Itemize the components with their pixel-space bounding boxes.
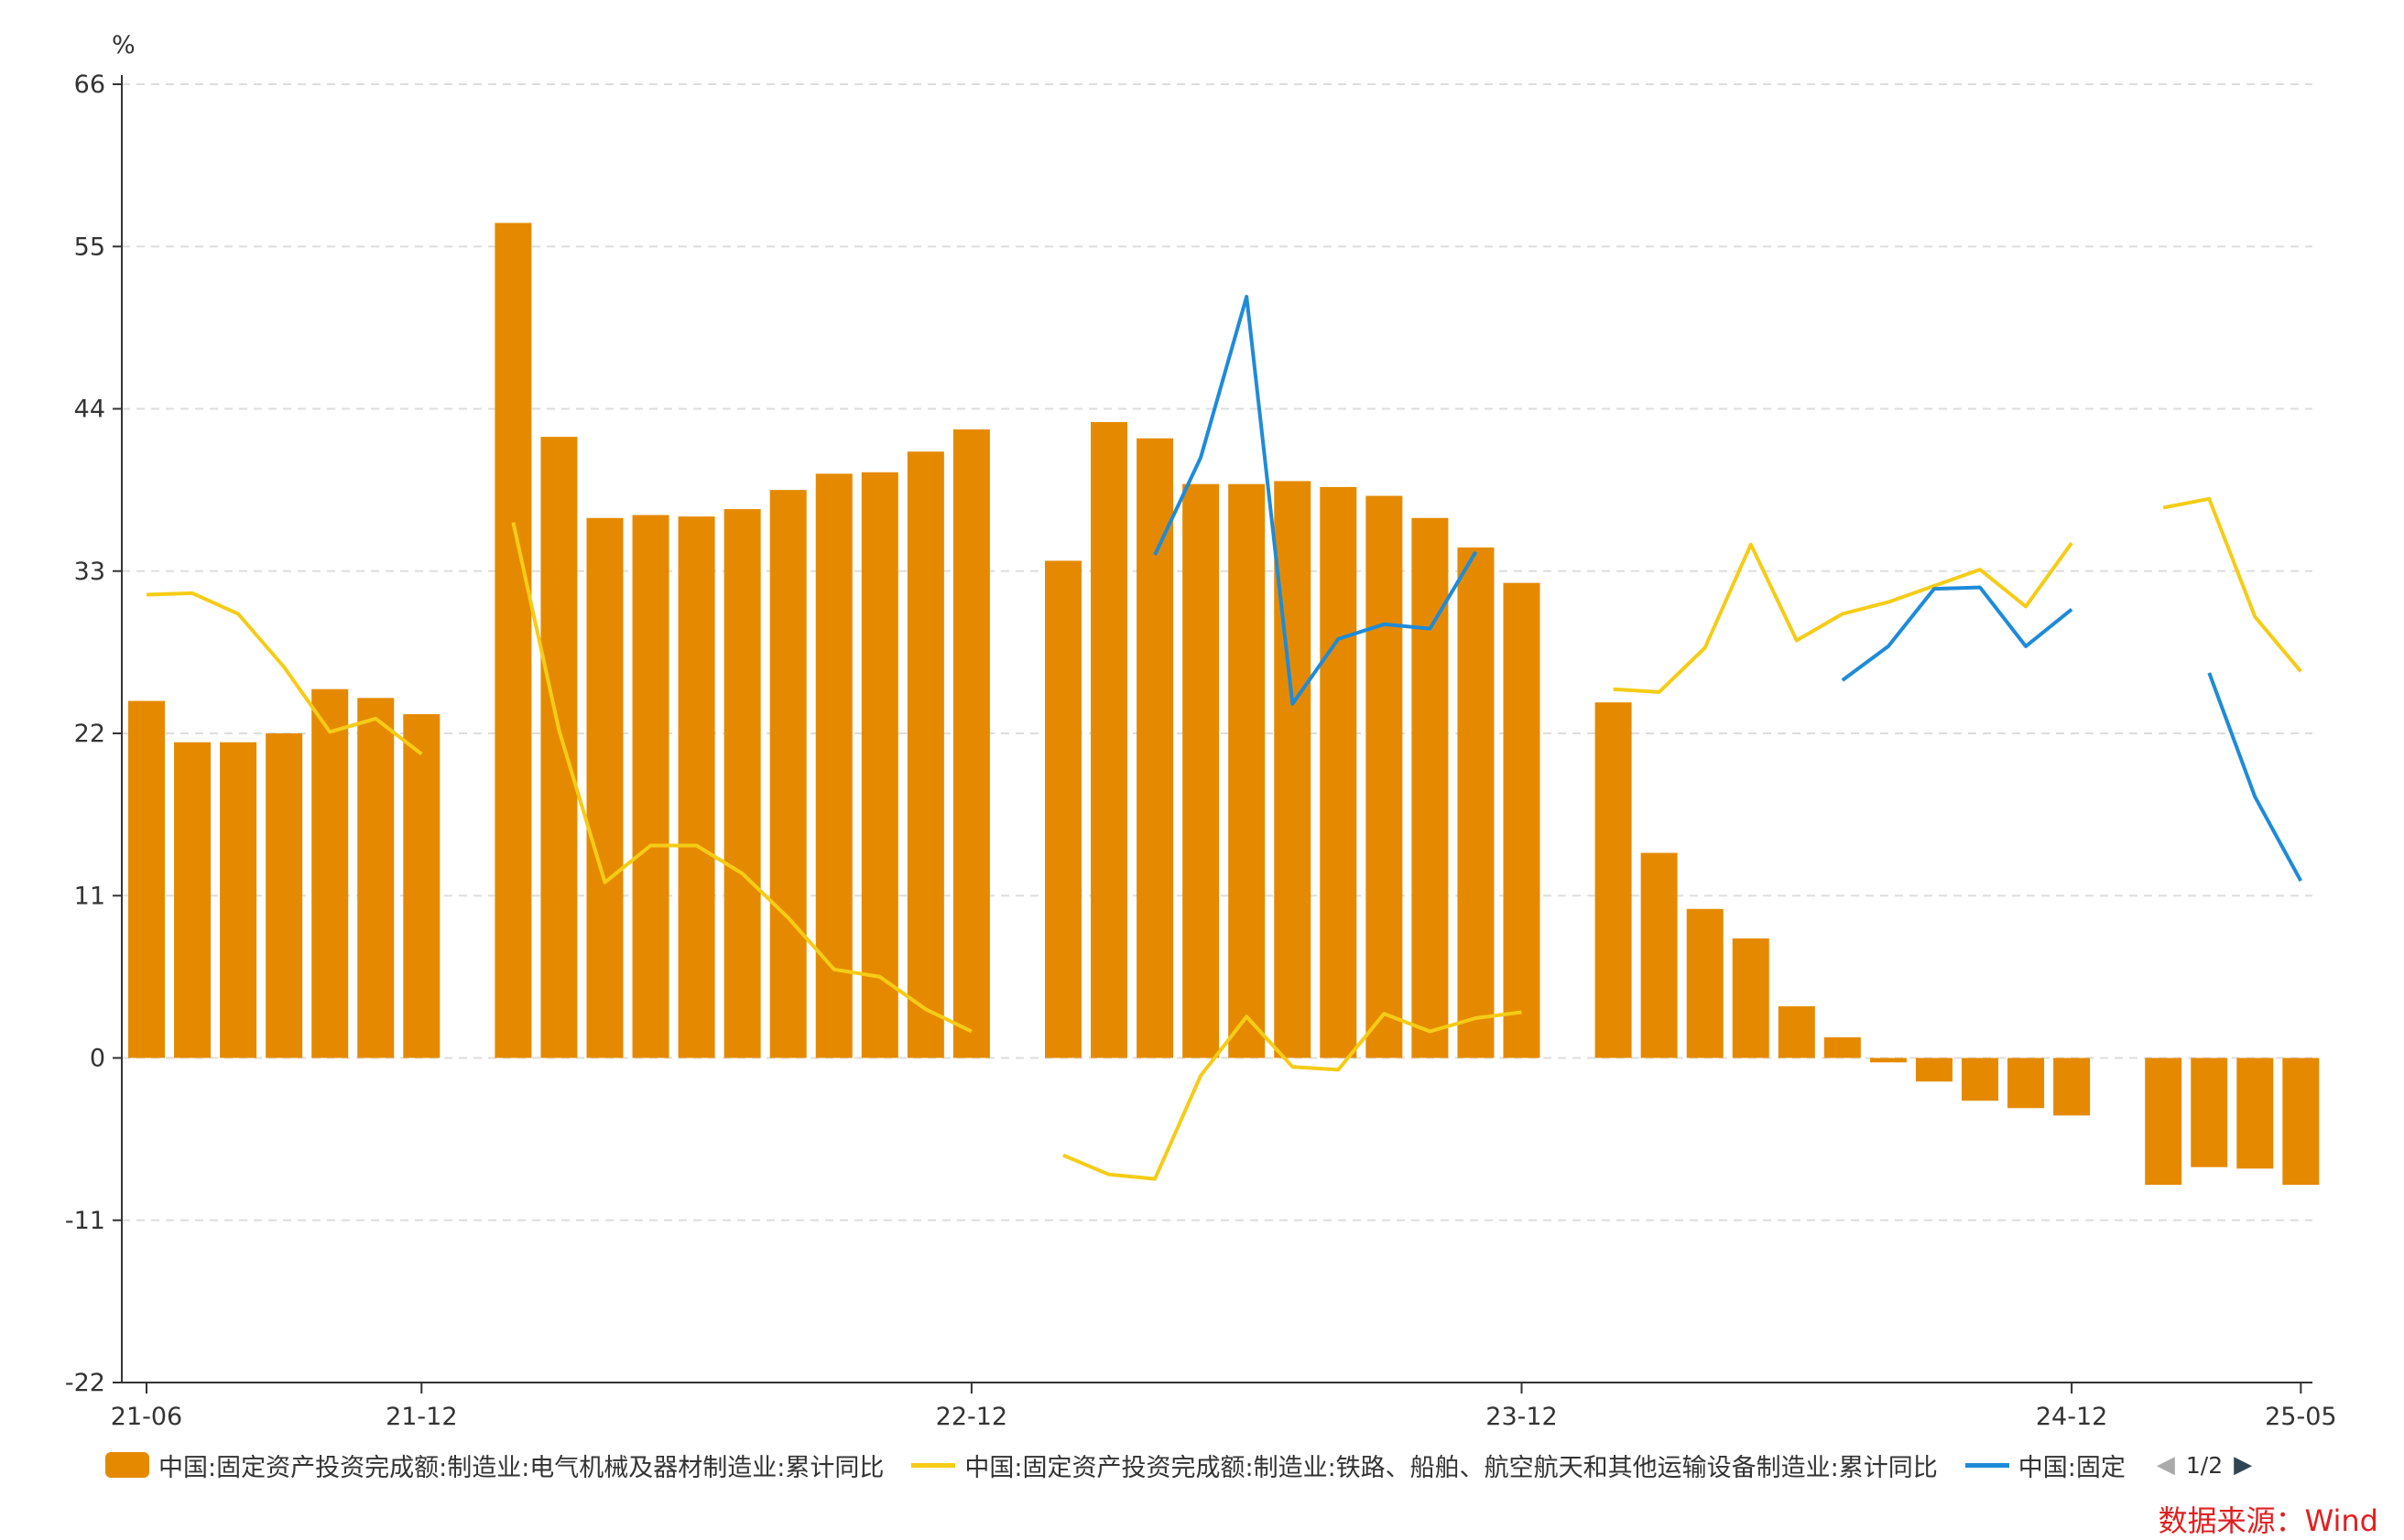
bar xyxy=(1228,483,1266,1058)
y-tick-label: 22 xyxy=(74,720,105,748)
bar xyxy=(2236,1057,2274,1169)
bar xyxy=(128,700,165,1058)
x-tick-label: 22-12 xyxy=(936,1403,1007,1431)
bar xyxy=(1365,495,1403,1058)
bar xyxy=(1640,852,1678,1058)
legend-item-electrical-machinery[interactable]: 中国:固定资产投资完成额:制造业:电气机械及器材制造业:累计同比 xyxy=(105,1448,884,1483)
bar xyxy=(1962,1057,1998,1101)
bar xyxy=(1320,486,1357,1058)
y-tick-label: -22 xyxy=(65,1369,105,1397)
x-tick-label: 25-05 xyxy=(2265,1403,2336,1431)
bar xyxy=(403,714,441,1058)
page-indicator: 1/2 xyxy=(2185,1451,2224,1479)
legend-item-transport-equipment[interactable]: 中国:固定资产投资完成额:制造业:铁路、船舶、航空航天和其他运输设备制造业:累计… xyxy=(911,1448,1938,1483)
bar xyxy=(1686,908,1724,1058)
y-tick-label: 55 xyxy=(74,233,105,261)
bar xyxy=(723,509,761,1058)
x-tick-label: 21-12 xyxy=(386,1403,457,1431)
bar xyxy=(952,429,990,1058)
legend-line-swatch xyxy=(911,1462,956,1468)
legend-bar-swatch xyxy=(105,1452,149,1478)
bar xyxy=(311,689,349,1058)
series-line xyxy=(1062,1010,1522,1181)
bar xyxy=(632,515,669,1058)
legend-item-third-series[interactable]: 中国:固定 xyxy=(1964,1448,2126,1483)
bar xyxy=(1594,702,1632,1058)
x-tick-label: 21-06 xyxy=(111,1403,182,1431)
bar xyxy=(1045,560,1082,1058)
x-tick-label: 23-12 xyxy=(1485,1403,1557,1431)
y-tick-label: -11 xyxy=(65,1207,105,1235)
bar xyxy=(357,698,395,1058)
series-line xyxy=(146,591,423,756)
legend: 中国:固定资产投资完成额:制造业:电气机械及器材制造业:累计同比 中国:固定资产… xyxy=(105,1445,2252,1485)
bar xyxy=(495,222,532,1058)
legend-label: 中国:固定资产投资完成额:制造业:电气机械及器材制造业:累计同比 xyxy=(158,1453,885,1482)
bar xyxy=(1503,582,1540,1058)
bar xyxy=(1137,438,1174,1058)
bar xyxy=(2053,1057,2091,1116)
series-line xyxy=(2162,496,2302,673)
y-tick-label: 44 xyxy=(74,396,105,424)
bar xyxy=(540,437,578,1058)
bar xyxy=(220,742,257,1058)
bar xyxy=(1411,517,1449,1058)
data-source-note: 数据来源：Wind xyxy=(2158,1503,2378,1538)
legend-label: 中国:固定资产投资完成额:制造业:铁路、船舶、航空航天和其他运输设备制造业:累计… xyxy=(964,1453,1938,1482)
bar xyxy=(2191,1057,2228,1167)
series-line xyxy=(1841,585,2073,682)
bar xyxy=(1915,1057,1953,1082)
y-tick-label: 0 xyxy=(90,1045,105,1073)
bar xyxy=(1182,483,1220,1058)
legend-pager: ◀ 1/2 ▶ xyxy=(2157,1452,2252,1479)
bar xyxy=(266,733,303,1058)
bar xyxy=(1732,938,1769,1058)
bar xyxy=(1823,1036,1861,1058)
bar xyxy=(1457,547,1495,1058)
bar xyxy=(861,472,898,1058)
series-line xyxy=(1613,541,2073,694)
legend-line-swatch xyxy=(1964,1462,2009,1468)
next-page-icon[interactable]: ▶ xyxy=(2234,1451,2253,1479)
bar xyxy=(2007,1057,2045,1109)
x-tick-label: 24-12 xyxy=(2036,1403,2107,1431)
series-line xyxy=(511,522,973,1034)
bar xyxy=(174,742,212,1058)
y-tick-label: 33 xyxy=(74,558,105,586)
series-line xyxy=(2207,672,2303,883)
bar xyxy=(2282,1057,2320,1186)
legend-label: 中国:固定 xyxy=(2018,1453,2126,1482)
y-tick-label: 66 xyxy=(74,70,105,99)
bar xyxy=(1274,481,1311,1058)
bar xyxy=(586,517,624,1058)
y-tick-label: 11 xyxy=(74,882,105,910)
bar xyxy=(907,451,944,1058)
bar xyxy=(769,490,807,1058)
bar xyxy=(815,473,853,1058)
bar xyxy=(1091,422,1128,1058)
y-axis-unit: % xyxy=(112,31,136,60)
bar xyxy=(1778,1006,1815,1058)
bar xyxy=(2145,1057,2182,1186)
bar xyxy=(678,516,715,1058)
prev-page-icon[interactable]: ◀ xyxy=(2156,1451,2175,1479)
series-line xyxy=(1153,295,1478,706)
bar xyxy=(1869,1057,1907,1063)
